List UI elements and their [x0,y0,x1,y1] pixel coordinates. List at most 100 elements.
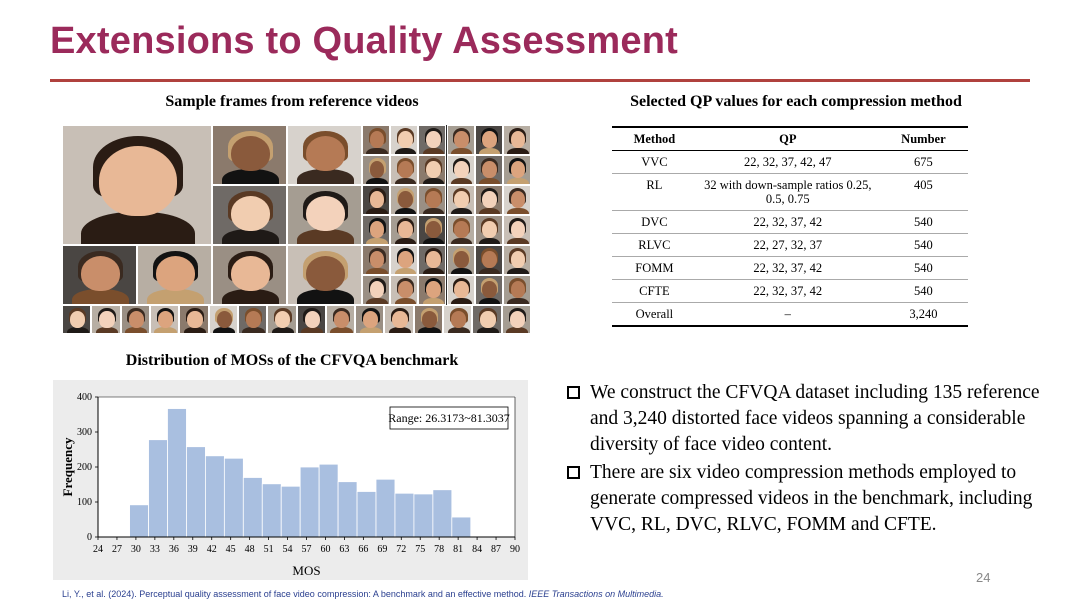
face-thumbnail [474,275,503,305]
citation: Li, Y., et al. (2024). Perceptual qualit… [62,589,664,599]
bullet-text: We construct the CFVQA dataset including… [590,382,1040,455]
face-thumbnail [149,305,180,334]
histogram-bar [167,408,187,538]
histogram-bar [129,504,149,538]
x-axis-label: MOS [292,563,320,578]
cell-number: 540 [878,279,968,303]
table-row: VVC 22, 32, 37, 42, 47 675 [612,150,968,174]
histogram-bar [394,492,415,538]
x-tick-label: 27 [112,544,122,555]
histogram-bar [451,516,472,538]
x-tick-label: 72 [396,544,406,555]
cell-qp: 32 with down-sample ratios 0.25, 0.5, 0.… [696,173,879,211]
square-bullet-icon [567,466,580,479]
header-method: Method [612,126,697,151]
bullet-item: There are six video compression methods … [566,460,1066,538]
histogram-bar [337,481,358,538]
cell-number: 540 [878,210,968,234]
x-tick-label: 51 [264,544,274,555]
histogram-bar [280,485,301,538]
face-thumbnail [502,155,531,185]
histogram-svg: 24 27 30 33 36 39 42 45 48 51 54 57 60 63 66 69 72 75 78 81… [60,392,520,578]
face-thumbnail [418,215,447,245]
face-thumbnail [446,155,475,185]
face-thumbnail [390,155,419,185]
face-thumbnail [446,215,475,245]
face-thumbnail [418,275,447,305]
x-tick-label: 87 [491,544,501,555]
histogram-bar [375,478,396,538]
x-tick-label: 39 [188,544,198,555]
histogram-bar [413,493,434,538]
face-thumbnail [443,305,473,334]
table-row: FOMM 22, 32, 37, 42 540 [612,256,968,280]
table-row: DVC 22, 32, 37, 42 540 [612,210,968,234]
x-tick-label: 90 [510,544,520,555]
histogram-bar [318,463,339,538]
y-tick-label: 0 [87,532,92,543]
face-thumbnail [474,185,503,215]
face-thumbnail [502,125,531,155]
bullet-text: There are six video compression methods … [590,462,1033,535]
face-thumbnail [212,125,287,185]
bullet-list: We construct the CFVQA dataset including… [566,380,1066,540]
face-thumbnail [355,305,385,334]
square-bullet-icon [567,386,580,399]
x-tick-label: 33 [150,544,160,555]
face-thumbnail [390,275,419,305]
qp-table: Method QP Number VVC 22, 32, 37, 42, 47 … [612,126,968,327]
face-thumbnail [390,245,419,275]
face-thumbnail [418,155,447,185]
x-tick-label: 75 [415,544,425,555]
face-thumbnail [267,305,297,334]
mos-histogram: 24 27 30 33 36 39 42 45 48 51 54 57 60 63 66 69 72 75 78 81… [53,380,528,580]
table-row: RL 32 with down-sample ratios 0.25, 0.5,… [612,173,968,211]
histogram-bar [186,446,206,538]
x-tick-label: 63 [339,544,349,555]
citation-journal: IEEE Transactions on Multimedia. [528,589,664,599]
face-thumbnail [390,125,419,155]
face-thumbnail [390,215,419,245]
face-thumbnail [62,245,137,305]
table-header-row: Method QP Number [612,126,968,151]
y-tick-label: 300 [77,427,92,438]
cell-method: RLVC [612,233,697,257]
cell-qp: 22, 32, 37, 42 [696,256,879,280]
cell-qp: 22, 32, 37, 42, 47 [696,150,879,174]
bullet-item: We construct the CFVQA dataset including… [566,380,1066,458]
y-tick-label: 200 [77,462,92,473]
face-thumbnail [362,125,391,155]
cell-number: 405 [878,173,968,211]
face-thumbnail [362,275,391,305]
histogram-bar [299,466,320,538]
face-thumbnail [446,125,475,155]
histogram-bar [261,483,282,538]
face-thumbnail [237,305,268,334]
x-tick-label: 57 [302,544,312,555]
face-thumbnail [287,125,362,185]
cell-method: DVC [612,210,697,234]
x-tick-label: 42 [207,544,217,555]
citation-text: Li, Y., et al. (2024). Perceptual qualit… [62,589,527,599]
face-thumbnail [325,305,356,334]
histogram-caption: Distribution of MOSs of the CFVQA benchm… [125,352,459,369]
face-thumbnail [474,215,503,245]
histogram-bar [356,491,377,538]
histogram-bar [148,439,168,538]
x-tick-label: 66 [358,544,368,555]
title-divider [50,79,1030,82]
x-tick-label: 81 [453,544,463,555]
face-thumbnail [474,245,503,275]
page-number: 24 [976,570,991,585]
face-thumbnail [502,245,531,275]
face-thumbnail [296,305,326,334]
cell-method: CFTE [612,279,697,303]
cell-method: RL [612,173,697,211]
cell-qp: 22, 32, 37, 42 [696,279,879,303]
cell-qp: 22, 27, 32, 37 [696,233,879,257]
x-tick-label: 78 [434,544,444,555]
x-tick-label: 24 [93,544,103,555]
face-thumbnail [418,185,447,215]
face-thumbnail [390,185,419,215]
face-thumbnail [418,245,447,275]
